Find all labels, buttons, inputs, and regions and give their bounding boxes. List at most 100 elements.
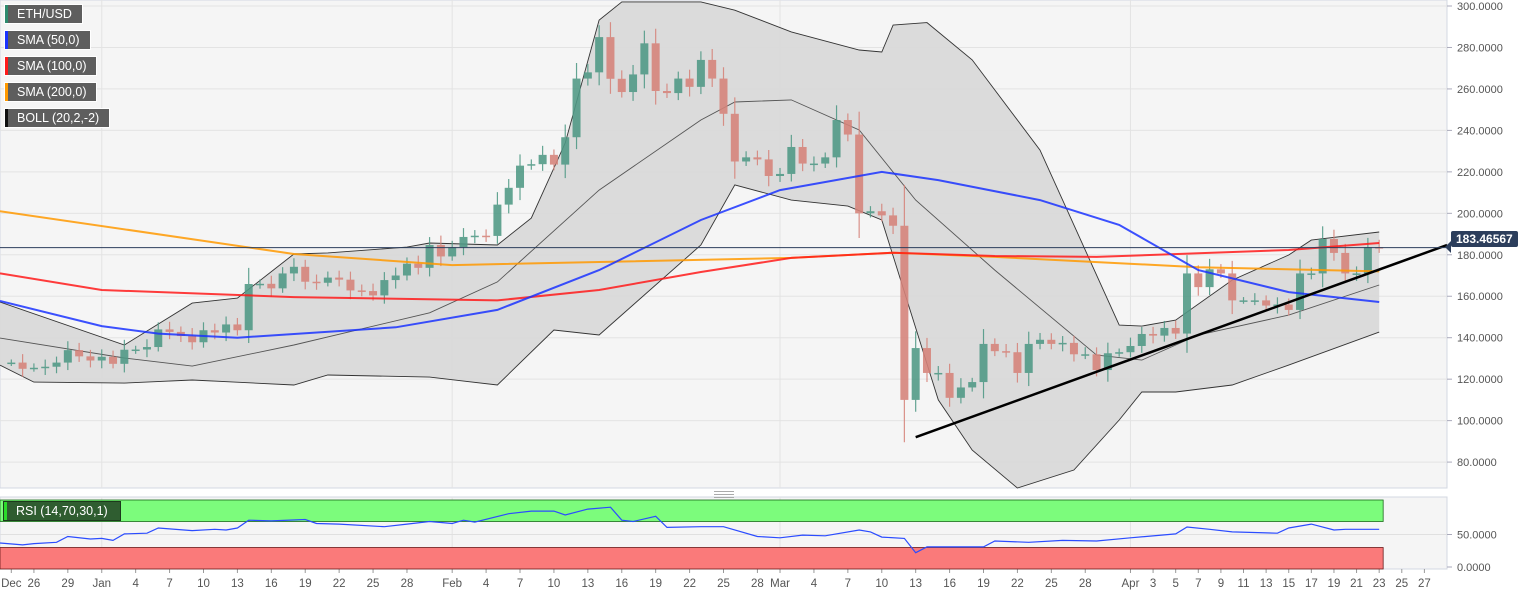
candle-body — [470, 235, 479, 238]
candle-body — [1069, 342, 1078, 355]
candle-body — [1171, 327, 1180, 334]
candle-body — [459, 236, 468, 248]
legend-eth-usd[interactable]: ETH/USD — [4, 4, 83, 24]
candle-body — [662, 91, 671, 94]
candle-body — [572, 78, 581, 138]
candle — [1103, 342, 1112, 382]
x-tick-label: Jan — [92, 578, 111, 590]
sma-100-line — [0, 242, 1380, 302]
candle — [459, 228, 468, 256]
candle — [142, 339, 151, 358]
candle — [538, 145, 547, 171]
candle — [934, 366, 943, 381]
x-tick-label: 25 — [717, 578, 730, 590]
legend-color-swatch — [5, 5, 8, 23]
candle-body — [346, 279, 355, 291]
candle — [809, 156, 818, 172]
boll-upper-line — [0, 1, 1380, 346]
legend-label: BOLL (20,2,-2) — [17, 111, 100, 125]
x-tick-label: 3 — [1150, 578, 1156, 590]
candle — [323, 271, 332, 287]
candle — [832, 105, 841, 168]
x-tick-label: 17 — [1305, 578, 1318, 590]
x-tick-label: 4 — [132, 578, 139, 590]
candle — [52, 356, 61, 374]
candle-body — [651, 43, 660, 92]
legend-color-swatch — [5, 31, 8, 49]
candle — [696, 51, 705, 95]
x-tick-label: Dec — [1, 578, 22, 590]
x-tick-label: 7 — [845, 578, 851, 590]
candle — [922, 337, 931, 383]
candle — [301, 259, 310, 290]
candle — [154, 322, 163, 352]
candle-body — [1047, 339, 1056, 344]
candle-body — [583, 72, 592, 79]
candle — [188, 328, 197, 350]
candle-body — [414, 263, 423, 268]
candle-body — [29, 367, 38, 370]
candle-body — [1318, 239, 1327, 274]
candle-body — [866, 211, 875, 214]
candle-body — [1081, 354, 1090, 356]
candle — [63, 341, 72, 371]
candle-body — [1013, 352, 1022, 373]
x-tick-label: 19 — [649, 578, 662, 590]
candle-body — [1352, 273, 1361, 275]
pane-resize-handle[interactable] — [714, 491, 734, 498]
x-tick-label: 9 — [1218, 578, 1224, 590]
y-tick-label: 180.0000 — [1457, 250, 1503, 262]
candle — [1171, 320, 1180, 339]
candle-body — [696, 59, 705, 87]
candle — [877, 203, 886, 222]
candle — [866, 206, 875, 218]
candle — [945, 363, 954, 407]
x-tick-label: 7 — [166, 578, 172, 590]
candle-body — [719, 78, 728, 114]
candle-body — [244, 284, 253, 331]
candle-body — [278, 273, 287, 289]
x-tick-label: 25 — [1395, 578, 1408, 590]
candle — [256, 279, 265, 289]
candle — [889, 207, 898, 235]
candle — [493, 192, 502, 244]
x-tick-label: 21 — [1350, 578, 1363, 590]
legend-rsi[interactable]: RSI (14,70,30,1) — [3, 501, 121, 521]
x-tick-label: 4 — [811, 578, 818, 590]
legend-sma-50[interactable]: SMA (50,0) — [4, 30, 91, 50]
bollinger-band-fill — [0, 1, 1380, 489]
x-tick-label: 16 — [265, 578, 278, 590]
candle-body — [516, 165, 525, 188]
candle — [233, 317, 242, 336]
candle — [436, 235, 445, 267]
rsi-oversold-band — [0, 547, 1384, 570]
candle — [1024, 331, 1033, 387]
legend-sma-200[interactable]: SMA (200,0) — [4, 82, 98, 102]
candle — [1239, 297, 1248, 304]
candle-body — [131, 349, 140, 352]
candle — [75, 342, 84, 362]
candle-body — [1363, 247, 1372, 274]
candle — [900, 184, 909, 443]
candle — [516, 154, 525, 201]
legend-bollinger[interactable]: BOLL (20,2,-2) — [4, 108, 111, 128]
x-tick-label: 25 — [367, 578, 380, 590]
y-tick-label: 80.0000 — [1457, 457, 1497, 469]
candle-body — [956, 387, 965, 398]
candle — [606, 22, 615, 94]
candle — [1081, 347, 1090, 360]
candle-body — [798, 146, 807, 164]
boll-middle-line — [0, 99, 1380, 367]
candle — [1363, 237, 1372, 284]
legend-sma-100[interactable]: SMA (100,0) — [4, 56, 98, 76]
candle-body — [1194, 273, 1203, 288]
candle — [289, 258, 298, 282]
candle — [357, 284, 366, 297]
boll-lower-line — [0, 184, 1380, 489]
candle — [1318, 226, 1327, 288]
x-tick-label: 28 — [751, 578, 764, 590]
y-tick-label: 220.0000 — [1457, 167, 1503, 179]
candle-body — [855, 134, 864, 214]
trendline — [915, 243, 1448, 439]
